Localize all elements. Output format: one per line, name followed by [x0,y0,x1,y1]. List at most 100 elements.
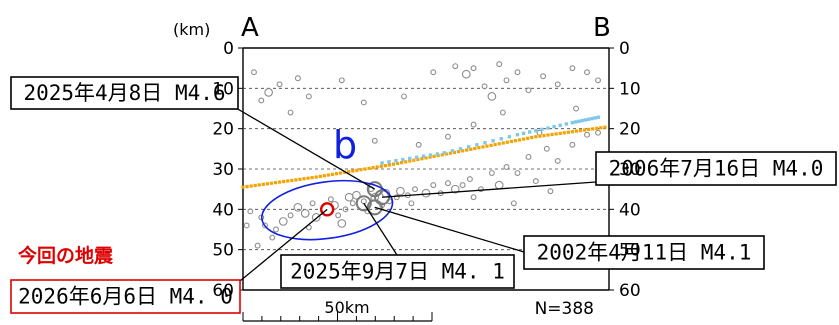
plate-boundary-orange-dot [522,137,525,140]
plate-boundary-orange-dot [266,182,269,185]
plate-boundary-orange-dot [270,182,273,185]
plate-boundary-orange-dot [587,128,590,131]
hypocenter-point-39 [504,165,509,170]
plate-boundary-blue-dot [516,133,519,136]
hypocenter-point-56 [402,94,407,99]
plate-boundary-orange-dot [579,129,582,132]
plate-boundary-orange-dot [538,135,541,138]
plate-boundary-blue-dot [408,157,411,160]
plate-boundary-orange-dot [331,173,334,176]
plate-boundary-orange-dot [392,163,395,166]
hypocenter-point-26 [397,187,405,195]
plate-boundary-blue-dot [587,118,590,121]
plate-boundary-orange-dot [510,140,513,143]
hypocenter-point-6 [294,204,302,212]
plate-boundary-orange-dot [481,145,484,148]
right-tick-label: 0 [619,39,630,59]
callout-line-2 [375,207,524,252]
plate-boundary-orange-dot [534,135,537,138]
plate-boundary-blue-dot [422,155,425,158]
right-tick-label: 60 [619,281,641,301]
plate-boundary-orange-dot [514,139,517,142]
plate-boundary-orange-dot [583,128,586,131]
hypocenter-point-66 [526,88,531,93]
hypocenter-point-80 [255,243,260,248]
hypocenter-point-57 [431,70,436,75]
plate-boundary-orange-dot [290,179,293,182]
plate-boundary-orange-dot [306,177,309,180]
plate-boundary-blue-dot [491,139,494,142]
right-tick-label: 40 [619,200,641,220]
plate-boundary-orange-dot [355,169,358,172]
hypocenter-point-67 [541,74,546,79]
plate-boundary-orange-dot [302,177,305,180]
plate-boundary-orange-dot [559,132,562,135]
plate-boundary-orange-dot [388,163,391,166]
plate-boundary-orange-dot [489,144,492,147]
plate-boundary-blue-dot [580,119,583,122]
plate-boundary-blue-dot [394,159,397,162]
plate-boundary-orange-dot [339,171,342,174]
hypocenter-point-72 [416,142,421,147]
event-label-4: 2026年6月6日 M4. 0 [18,285,233,309]
right-tick-label: 10 [619,79,641,99]
plate-boundary-orange-dot [498,142,501,145]
left-tick-label: 40 [212,200,234,220]
plate-boundary-blue-dot [577,120,580,123]
plate-boundary-blue-dot [534,129,537,132]
hypocenter-point-15 [345,193,353,201]
plate-boundary-blue-dot [483,141,486,144]
plate-boundary-orange-dot [315,175,318,178]
hypocenter-point-45 [570,142,575,147]
hypocenter-point-60 [471,66,476,71]
plate-boundary-blue-dot [500,137,503,140]
plate-boundary-orange-dot [550,133,553,136]
event-count: N=388 [535,299,594,319]
plate-boundary-orange-dot [404,160,407,163]
plate-boundary-orange-dot [254,184,257,187]
plate-boundary-blue-dot [574,120,577,123]
plate-boundary-blue-dot [571,121,574,124]
plate-boundary-orange-dot [506,141,509,144]
event-label-2: 2002年4月11日 M4.1 [537,241,752,265]
plate-boundary-orange-dot [278,181,281,184]
hypocenter-point-34 [460,183,465,188]
hypocenter-point-4 [279,218,287,226]
hypocenter-point-11 [328,197,333,202]
plate-boundary-blue-dot [508,135,511,138]
plate-boundary-orange-dot [262,183,265,186]
left-tick-label: 0 [223,39,234,59]
plate-boundary-orange-dot [518,138,521,141]
plate-boundary-orange-dot [367,167,370,170]
plate-boundary-orange-dot [274,181,277,184]
plate-boundary-orange-dot [567,131,570,134]
plate-boundary-blue-dot [593,116,596,119]
plate-boundary-orange-dot [465,148,468,151]
plate-boundary-blue-dot [475,143,478,146]
hypocenter-point-41 [526,155,531,160]
plate-boundary-orange-dot [571,130,574,133]
left-tick-label: 20 [212,120,234,140]
hypocenter-point-18 [361,199,366,204]
plate-boundary-orange-dot [376,165,379,168]
plate-boundary-orange-dot [473,147,476,150]
plate-boundary-orange-dot [359,168,362,171]
plate-boundary-blue-dot [540,128,543,131]
plate-boundary-blue-dot [387,160,390,163]
plate-boundary-blue-dot [467,145,470,148]
plate-boundary-orange-dot [241,186,244,189]
event-label-0: 2025年4月8日 M4.6 [23,81,225,105]
hypocenter-point-52 [296,76,301,81]
hypocenter-point-47 [596,130,601,135]
hypocenter-point-43 [544,146,549,151]
plate-boundary-blue-dot [528,130,531,133]
plate-boundary-orange-dot [595,127,598,130]
scale-bar-label: 50km [324,298,369,317]
hypocenter-point-84 [471,195,476,200]
plate-boundary-blue-dot [552,125,555,128]
hypocenter-point-69 [570,66,575,71]
plate-boundary-orange-dot [323,174,326,177]
hypocenter-point-40 [515,171,520,176]
hypocenter-point-44 [555,159,560,164]
plate-boundary-orange-dot [542,134,545,137]
